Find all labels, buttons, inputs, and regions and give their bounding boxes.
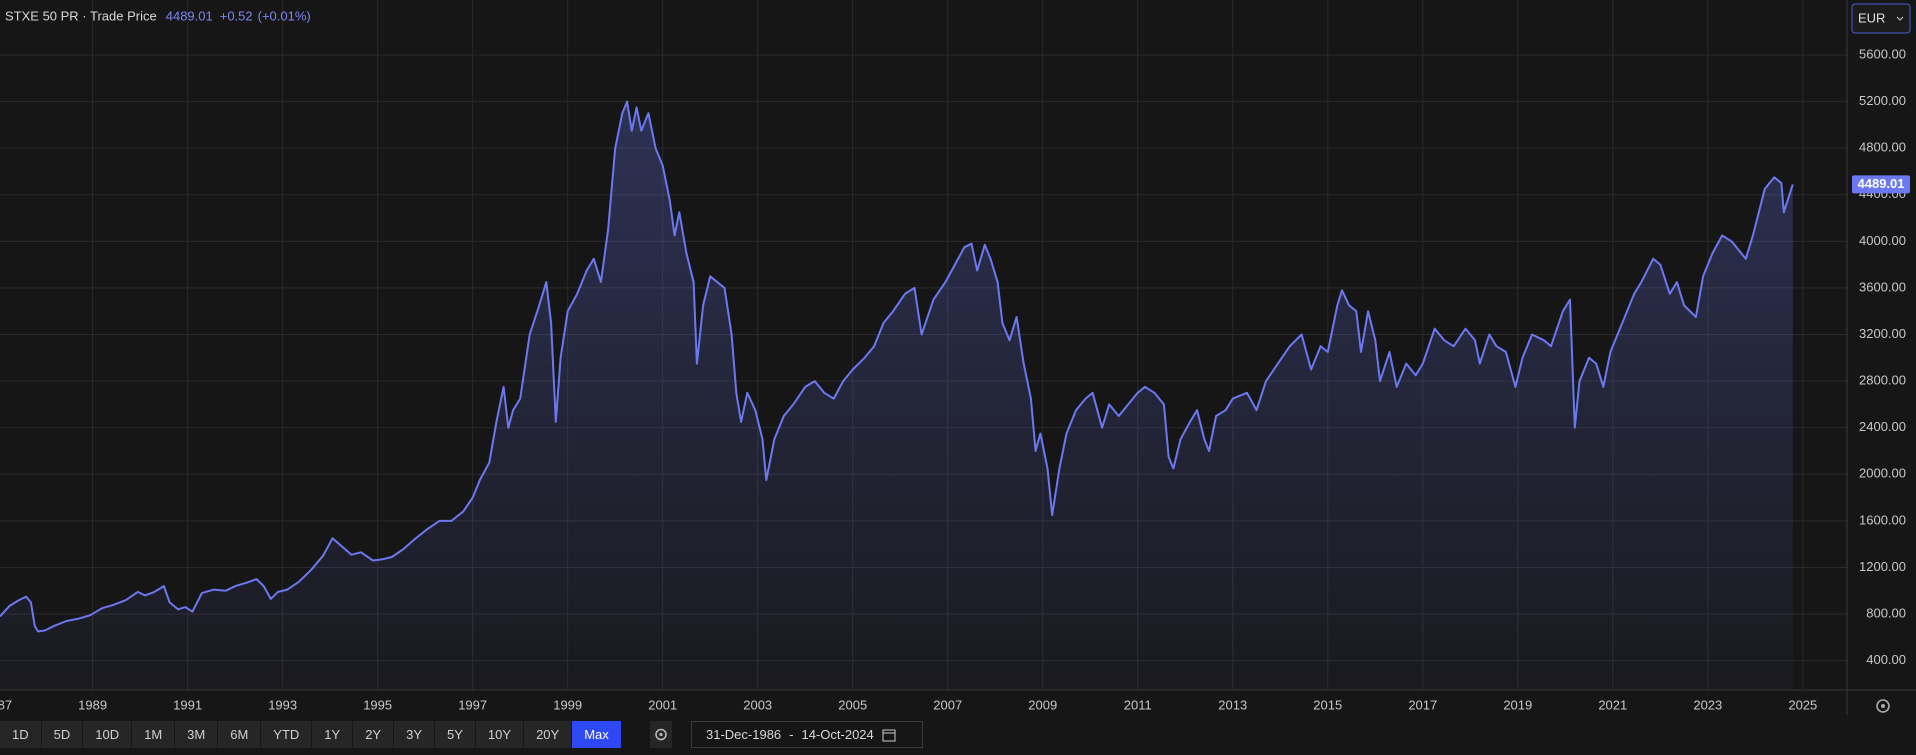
x-tick-label: 1997	[458, 697, 487, 712]
price-change-pct: (+0.01%)	[258, 8, 311, 23]
range-button[interactable]: 5D	[41, 721, 83, 748]
x-tick-label: 2011	[1124, 697, 1152, 712]
x-tick-label: 1989	[78, 697, 107, 712]
range-button[interactable]: 5Y	[435, 721, 475, 748]
range-button[interactable]: 3Y	[394, 721, 435, 748]
date-range[interactable]: 31-Dec-1986 - 14-Oct-2024	[691, 721, 923, 748]
x-tick-label: 1987	[0, 697, 12, 712]
range-button[interactable]: YTD	[261, 721, 312, 748]
chart: 400.00 800.00 1200.00 1600.00 2000.00 2400.00…	[0, 0, 1916, 715]
y-tick-label: 2400.00	[1859, 419, 1906, 434]
y-tick-label: 1200.00	[1859, 559, 1906, 574]
range-button[interactable]: 2Y	[353, 721, 394, 748]
y-tick-label: 800.00	[1866, 605, 1906, 620]
range-button[interactable]: 20Y	[524, 721, 572, 748]
price-tag	[1852, 175, 1910, 194]
x-tick-label: 2015	[1313, 697, 1342, 712]
y-tick-label: 4800.00	[1859, 140, 1906, 155]
range-button[interactable]: 1M	[132, 721, 175, 748]
range-settings[interactable]	[650, 721, 672, 748]
x-tick-label: 2001	[648, 697, 677, 712]
x-tick-label: 2009	[1028, 697, 1057, 712]
y-tick-label: 5600.00	[1859, 46, 1906, 61]
y-tick-label: 1600.00	[1859, 512, 1906, 527]
calendar-icon	[882, 729, 896, 742]
y-tick-label: 3600.00	[1859, 279, 1906, 294]
area-fill	[0, 101, 1793, 691]
x-tick-label: 1991	[173, 697, 202, 712]
y-tick-label: 2800.00	[1859, 373, 1906, 388]
range-toolbar: 1D 5D 10D 1M 3M 6M YTD 1Y 2Y 3Y 5Y 10Y 20Y Max	[0, 721, 621, 748]
currency-label[interactable]: EUR	[1858, 10, 1885, 25]
chart-title: STXE 50 PR · Trade Price	[5, 8, 157, 23]
x-tick-label: 2005	[838, 697, 867, 712]
x-tick-label: 2017	[1408, 697, 1437, 712]
currency-select[interactable]	[1851, 3, 1911, 34]
y-tick-label: 3200.00	[1859, 326, 1906, 341]
date-separator: -	[789, 727, 794, 742]
range-button[interactable]: 3M	[175, 721, 218, 748]
range-button[interactable]: 1Y	[312, 721, 353, 748]
range-button[interactable]: 1D	[0, 721, 41, 748]
range-button[interactable]: 6M	[218, 721, 261, 748]
last-price: 4489.01	[166, 8, 213, 23]
range-button[interactable]: 10Y	[475, 721, 524, 748]
x-tick-label: 2003	[743, 697, 772, 712]
x-tick-label: 2023	[1693, 697, 1722, 712]
price-change: +0.52	[220, 8, 253, 23]
x-tick-label: 1999	[553, 697, 582, 712]
range-button[interactable]: Max	[572, 721, 621, 748]
x-tick-label: 2019	[1503, 697, 1532, 712]
y-tick-label: 4000.00	[1859, 233, 1906, 248]
x-tick-label: 1993	[268, 697, 297, 712]
price-line	[0, 100, 1794, 633]
price-tag-label: 4489.01	[1858, 176, 1905, 191]
settings-icon[interactable]	[1876, 699, 1890, 713]
x-tick-label: 2021	[1598, 697, 1627, 712]
range-button[interactable]: 10D	[83, 721, 132, 748]
x-tick-label: 2013	[1218, 697, 1247, 712]
y-tick-label: 2000.00	[1859, 466, 1906, 481]
date-from: 31-Dec-1986	[706, 727, 782, 742]
dropdown-arrow	[1896, 16, 1904, 21]
date-to: 14-Oct-2024	[801, 727, 874, 742]
y-tick-label: 400.00	[1866, 652, 1906, 667]
x-tick-label: 2007	[933, 697, 962, 712]
x-tick-label: 1995	[363, 697, 392, 712]
x-tick-label: 2025	[1788, 697, 1817, 712]
y-tick-label: 5200.00	[1859, 93, 1906, 108]
